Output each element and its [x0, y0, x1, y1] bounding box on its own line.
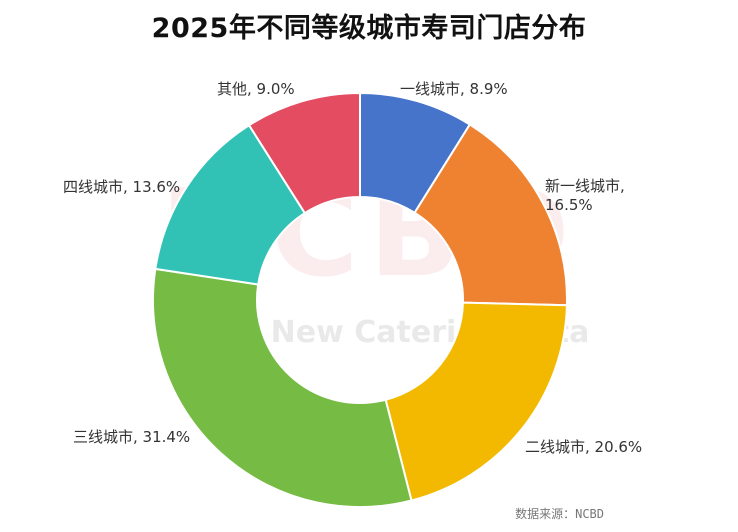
slice-label-5: 四线城市, 13.6%: [63, 178, 180, 196]
chart-title: 2025年不同等级城市寿司门店分布: [151, 13, 587, 44]
slice-label-3: 二线城市, 20.6%: [525, 438, 642, 456]
slice-6: [247, 91, 361, 215]
data-source: 数据来源：NCBD: [515, 507, 604, 521]
slice-label-1: 一线城市, 8.9%: [400, 80, 508, 98]
slice-label-6: 其他, 9.0%: [217, 80, 295, 98]
slice-label-4: 三线城市, 31.4%: [73, 428, 190, 446]
slice-2: [413, 123, 568, 307]
slice-4: [152, 267, 413, 508]
slice-3: [384, 301, 568, 502]
slice-label-2: 新一线城市, 16.5%: [545, 177, 625, 214]
